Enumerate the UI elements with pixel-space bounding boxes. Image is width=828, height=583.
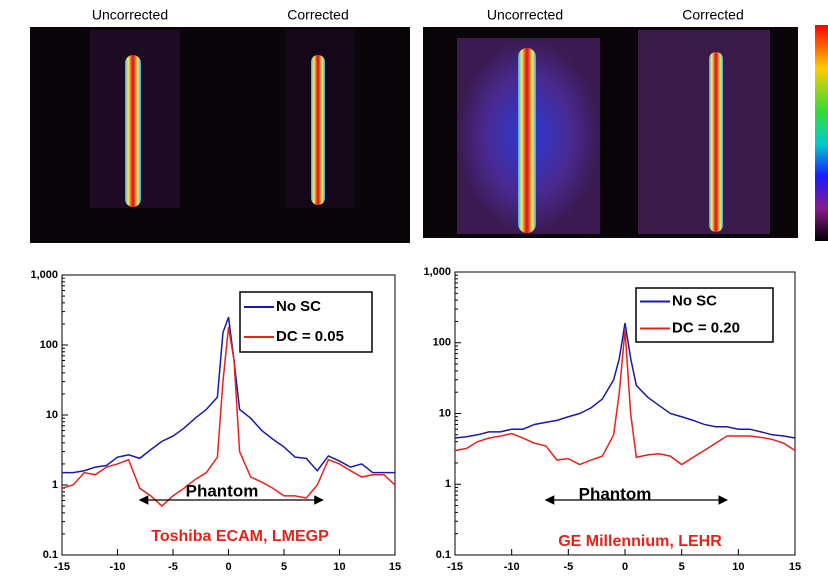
- x-tick-label: 15: [389, 561, 401, 573]
- series-line: [454, 330, 796, 466]
- x-tick-label: 10: [333, 561, 345, 573]
- y-tick-label: 0.1: [43, 549, 58, 561]
- x-tick-label: 0: [225, 561, 231, 573]
- y-tick-label: 1: [445, 478, 451, 490]
- legend-box: [635, 287, 774, 343]
- x-tick-label: 0: [622, 561, 628, 573]
- series-line: [61, 327, 396, 508]
- annotation: Phantom: [186, 481, 259, 500]
- x-tick-label: -5: [168, 561, 178, 573]
- y-tick-label: 0.1: [436, 549, 451, 561]
- annotation: GE Millennium, LEHR: [558, 533, 722, 550]
- legend-box: [239, 291, 373, 353]
- x-tick-label: 10: [732, 561, 744, 573]
- x-tick-label: -5: [563, 561, 573, 573]
- y-tick-label: 10: [46, 409, 58, 421]
- x-tick-label: -10: [504, 561, 520, 573]
- annotation: Toshiba ECAM, LMEGP: [151, 528, 329, 545]
- x-tick-label: -10: [110, 561, 126, 573]
- y-tick-label: 1,000: [423, 266, 451, 278]
- series-line: [62, 316, 395, 474]
- legend-label: No SC: [672, 292, 717, 309]
- x-tick-label: -15: [54, 561, 70, 573]
- y-tick-label: 10: [439, 407, 451, 419]
- series-line: [454, 322, 796, 439]
- y-tick-label: 100: [40, 339, 58, 351]
- image-label: Uncorrected: [92, 7, 168, 23]
- legend-label: No SC: [276, 298, 321, 315]
- image-label: Uncorrected: [487, 7, 563, 23]
- x-tick-label: 15: [789, 561, 801, 573]
- image-label: Corrected: [287, 7, 348, 23]
- x-tick-label: 5: [679, 561, 685, 573]
- y-tick-label: 1: [52, 479, 58, 491]
- legend-label: DC = 0.20: [672, 319, 740, 336]
- image-panel: [30, 25, 828, 243]
- y-tick-label: 100: [433, 337, 451, 349]
- image-label: Corrected: [682, 7, 743, 23]
- legend-label: DC = 0.05: [276, 328, 344, 345]
- x-tick-label: -15: [447, 561, 463, 573]
- y-tick-label: 1,000: [30, 269, 58, 281]
- x-tick-label: 5: [281, 561, 287, 573]
- annotation: Phantom: [579, 484, 652, 503]
